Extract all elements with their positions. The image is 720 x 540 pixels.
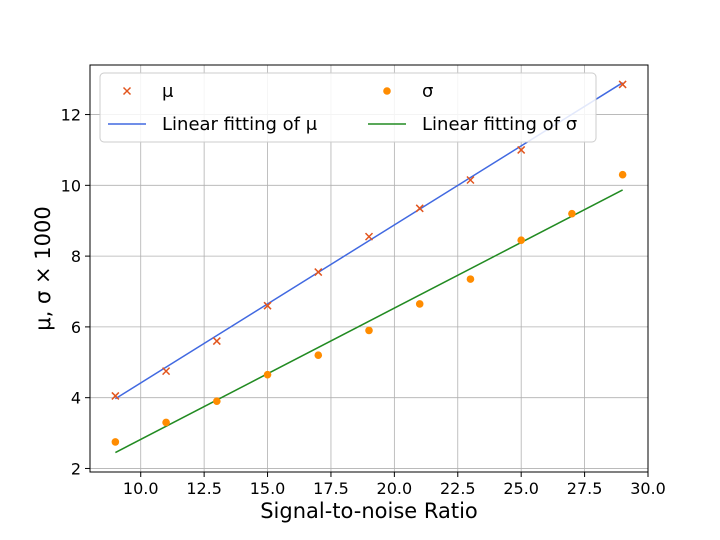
legend-item: Linear fitting of σ bbox=[368, 114, 577, 135]
x-axis-ticks: 10.0 12.5 15.0 17.5 20.0 22.5 25.0 27.5 30.0 bbox=[123, 472, 666, 498]
data-point bbox=[568, 209, 576, 218]
data-point bbox=[162, 418, 170, 427]
data-point bbox=[364, 232, 374, 241]
plot-frame bbox=[89, 64, 649, 473]
data-point bbox=[111, 391, 120, 400]
data-point bbox=[213, 397, 221, 406]
data-point bbox=[517, 236, 525, 244]
x-tick-label: 10.0 bbox=[123, 479, 159, 498]
data-point bbox=[263, 370, 272, 379]
x-tick-label: 27.5 bbox=[567, 479, 603, 498]
x-tick-label: 30.0 bbox=[630, 479, 666, 498]
data-point bbox=[618, 170, 627, 179]
data-point bbox=[517, 145, 526, 154]
y-tick-label: 6 bbox=[71, 318, 81, 337]
legend-item: σ bbox=[383, 81, 433, 102]
x-tick-label: 17.5 bbox=[313, 479, 349, 498]
x-tick-label: 12.5 bbox=[186, 479, 222, 498]
legend-box bbox=[99, 72, 597, 143]
series-0 bbox=[111, 80, 627, 400]
legend-swatch bbox=[122, 86, 132, 96]
y-tick-label: 10 bbox=[61, 176, 81, 195]
legend-label: Linear fitting of σ bbox=[422, 114, 577, 135]
series-1 bbox=[111, 170, 627, 446]
data-point bbox=[466, 175, 475, 185]
legend-item: μ bbox=[122, 81, 174, 102]
y-tick-label: 2 bbox=[71, 459, 81, 478]
data-point bbox=[263, 301, 272, 310]
fit-line bbox=[115, 189, 623, 454]
data-point bbox=[415, 204, 424, 213]
legend-label: Linear fitting of μ bbox=[162, 114, 318, 135]
data-point bbox=[365, 326, 373, 335]
legend: μ Linear fitting of μ σ Linear fitting of σ bbox=[99, 72, 597, 143]
x-tick-label: 25.0 bbox=[503, 479, 539, 498]
y-tick-label: 12 bbox=[61, 106, 81, 125]
data-point bbox=[314, 351, 323, 360]
y-axis-ticks: 2 4 6 8 10 12 bbox=[61, 106, 90, 478]
x-tick-label: 20.0 bbox=[377, 479, 413, 498]
data-point bbox=[212, 337, 221, 346]
series-3 bbox=[115, 189, 623, 454]
data-point bbox=[415, 300, 424, 308]
legend-swatch bbox=[383, 87, 391, 95]
legend-label: μ bbox=[162, 81, 174, 102]
data-point bbox=[618, 80, 627, 89]
x-axis-label: Signal-to-noise Ratio bbox=[260, 499, 478, 523]
legend-label: σ bbox=[422, 81, 433, 102]
y-tick-label: 8 bbox=[71, 247, 81, 266]
data-point bbox=[162, 367, 171, 376]
legend-item: Linear fitting of μ bbox=[108, 114, 318, 135]
data-point bbox=[314, 268, 323, 277]
series-layer bbox=[111, 80, 627, 454]
y-axis-label: μ, σ × 1000 bbox=[31, 206, 55, 330]
x-tick-label: 22.5 bbox=[440, 479, 476, 498]
data-point bbox=[111, 438, 120, 446]
data-point bbox=[466, 275, 475, 283]
y-tick-label: 4 bbox=[71, 389, 81, 408]
x-tick-label: 15.0 bbox=[250, 479, 286, 498]
